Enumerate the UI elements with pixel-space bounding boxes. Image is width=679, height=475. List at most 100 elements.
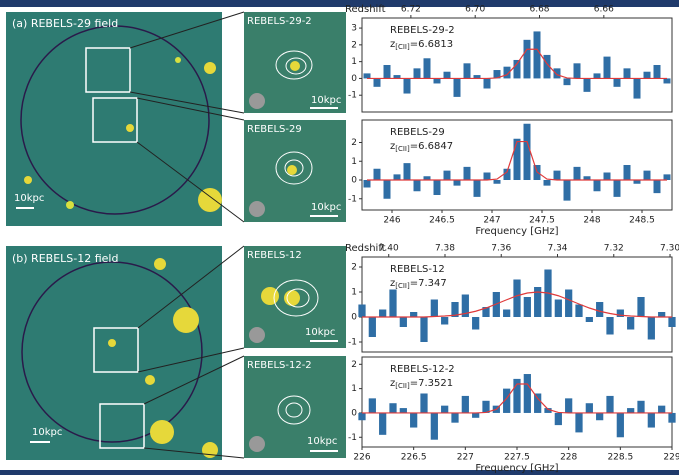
spectrum-bar	[584, 78, 591, 91]
spectrum-bar	[594, 73, 601, 78]
spectrum-bar	[464, 167, 471, 180]
spectrum-bar	[594, 180, 601, 191]
spectrum-bar	[404, 163, 411, 180]
spectrum-bar	[394, 174, 401, 180]
spectrum-bar	[664, 174, 671, 180]
x2-tick-label: 6.70	[465, 5, 485, 15]
spectrum-bar	[534, 31, 541, 78]
figure: (a) REBELS-29 field 10kpc REBELS-29-2 10…	[0, 0, 679, 475]
spectrum-bar	[358, 413, 365, 420]
spectrum-name: REBELS-12-2	[390, 364, 455, 375]
spectrum-bar	[574, 63, 581, 78]
redshift-part: =7.347	[410, 278, 447, 289]
image-title: (b) REBELS-12 field	[12, 252, 118, 265]
inset-title: REBELS-12	[247, 250, 302, 261]
scale-label: 10kpc	[307, 436, 337, 447]
y-tick-label: 2	[351, 138, 357, 148]
spectrum-bar	[614, 180, 621, 197]
spectrum-bar	[524, 124, 531, 180]
redshift-part: =6.6847	[410, 141, 453, 152]
x2-tick-label: 6.68	[529, 5, 549, 15]
y-tick-label: 0	[351, 176, 357, 186]
spectrum-bar	[364, 180, 371, 188]
spectrum-bar	[484, 173, 491, 181]
spectrum-bar	[627, 317, 634, 330]
spectrum-bar	[410, 312, 417, 317]
spectrum-bar	[544, 180, 551, 186]
spectrum-bar	[617, 413, 624, 437]
x-axis-label: Frequency [GHz]	[475, 463, 558, 474]
spectrum-bar	[474, 180, 481, 197]
spectrum-bar	[484, 78, 491, 88]
spectrum-bar	[658, 406, 665, 413]
spectrum-bar	[494, 180, 501, 184]
spectrum-bar	[654, 65, 661, 78]
spectrum-bar	[555, 300, 562, 318]
x-tick-label: 228.5	[607, 453, 633, 463]
y-tick-label: -1	[348, 433, 357, 443]
x2-axis-label: Redshift	[345, 4, 386, 15]
x-tick-label: 246	[383, 216, 400, 226]
y-tick-label: 2	[351, 40, 357, 50]
spectrum-bar	[374, 169, 381, 180]
spectrum-bar	[374, 78, 381, 86]
spectrum-bar	[441, 317, 448, 325]
spectrum-bar	[441, 406, 448, 413]
spectrum-bar	[514, 139, 521, 180]
inset-title: REBELS-29-2	[247, 16, 312, 27]
spectrum-bar	[606, 317, 613, 335]
spectrum-bar	[586, 403, 593, 413]
spectrum-bar	[513, 280, 520, 318]
spectrum-bar	[604, 173, 611, 181]
spectrum-bar	[454, 180, 461, 186]
spectrum-name: REBELS-29-2	[390, 25, 455, 36]
spectrum-bar	[400, 408, 407, 413]
spectrum-bar	[606, 396, 613, 413]
spectrum-bar	[364, 73, 371, 78]
bottom-band	[0, 470, 679, 475]
spectrum-bar	[668, 317, 675, 327]
spectrum-bar	[596, 413, 603, 420]
spectrum-bar	[634, 78, 641, 98]
spectrum-bar	[503, 310, 510, 318]
spectrum-bar	[524, 374, 531, 413]
x-tick-label: 227.5	[504, 453, 530, 463]
y-tick-label: -1	[348, 91, 357, 101]
spectrum-bar	[400, 317, 407, 327]
spectrum-bar	[444, 171, 451, 180]
x-tick-label: 228	[560, 453, 577, 463]
redshift-part: [CII]	[395, 43, 410, 51]
spectrum-bar	[358, 305, 365, 318]
spectrum-bar	[514, 60, 521, 78]
redshift-part: [CII]	[395, 282, 410, 290]
spectrum-bar	[575, 305, 582, 318]
spectrum-bar	[454, 78, 461, 96]
spectrum-bar	[565, 290, 572, 318]
spectrum-bar	[379, 310, 386, 318]
spectrum-name: REBELS-29	[390, 127, 445, 138]
spectrum-bar	[431, 413, 438, 440]
spectrum-bar	[420, 393, 427, 412]
scale-label: 10kpc	[14, 193, 44, 204]
x-tick-label: 248	[583, 216, 600, 226]
spectrum-bar	[414, 180, 421, 191]
spectrum-bar	[404, 78, 411, 93]
x2-tick-label: 7.36	[491, 244, 511, 254]
spectrum-bar	[534, 393, 541, 412]
scale-label: 10kpc	[32, 427, 62, 438]
spectrum-bar	[379, 413, 386, 435]
y-tick-label: 1	[351, 384, 357, 394]
spectrum-bar	[604, 57, 611, 79]
x2-axis-label: Redshift	[345, 243, 386, 254]
spectrum-bar	[472, 317, 479, 330]
y-tick-label: 3	[351, 24, 357, 34]
scale-label: 10kpc	[311, 95, 341, 106]
x-tick-label: 246.5	[429, 216, 455, 226]
spectrum-bar	[624, 165, 631, 180]
spectrum-bar	[444, 72, 451, 79]
redshift-part: [CII]	[395, 145, 410, 153]
spectrum-bar	[564, 78, 571, 85]
spectrum-bar	[648, 413, 655, 428]
spectrum-bar	[564, 180, 571, 201]
x-tick-label: 227	[457, 453, 474, 463]
